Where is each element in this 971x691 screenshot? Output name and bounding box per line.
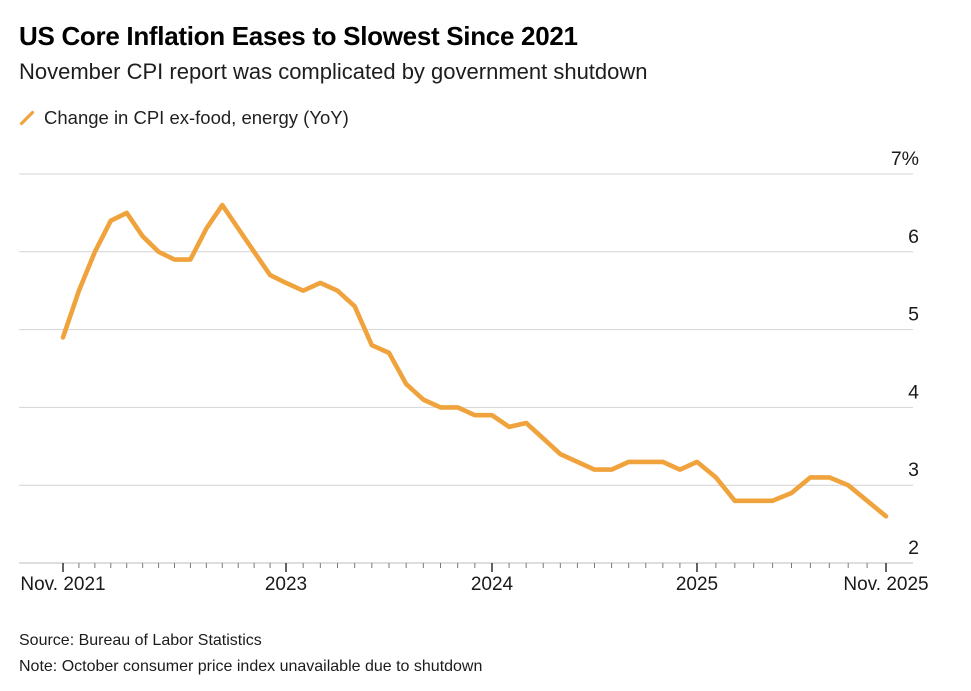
footnote: Note: October consumer price index unava… xyxy=(19,658,483,675)
y-axis-label: 6 xyxy=(908,226,919,248)
y-axis-label: 5 xyxy=(908,304,919,326)
cpi-yoy-line xyxy=(60,202,889,519)
y-axis-label: 4 xyxy=(908,381,919,403)
chart-title: US Core Inflation Eases to Slowest Since… xyxy=(19,21,578,51)
y-axis-label: 3 xyxy=(908,459,919,481)
x-axis-label: 2023 xyxy=(265,574,307,595)
x-axis-label: 2024 xyxy=(471,574,514,595)
source-note: Source: Bureau of Labor Statistics xyxy=(19,632,262,649)
legend-label: Change in CPI ex-food, energy (YoY) xyxy=(44,107,349,128)
y-axis-label: 2 xyxy=(908,537,919,559)
legend: Change in CPI ex-food, energy (YoY) xyxy=(19,106,349,130)
chart-footer: Source: Bureau of Labor Statistics Note:… xyxy=(19,628,482,680)
y-axis-label: 7% xyxy=(891,148,919,170)
chart-subtitle: November CPI report was complicated by g… xyxy=(19,59,648,84)
x-axis-label: 2025 xyxy=(676,574,718,595)
legend-line-marker-icon xyxy=(19,110,35,126)
x-axis-label: Nov. 2025 xyxy=(843,574,928,595)
x-axis-label: Nov. 2021 xyxy=(20,574,105,595)
